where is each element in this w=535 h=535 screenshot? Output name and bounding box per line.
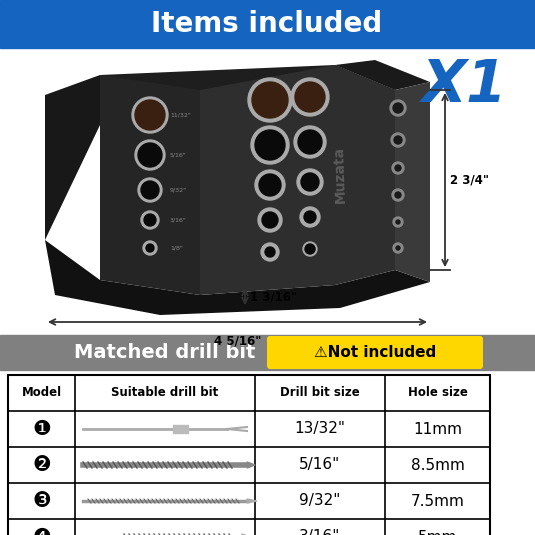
Polygon shape [100,75,200,295]
Bar [8,375,490,535]
Polygon shape [395,82,430,282]
Text: 11/32": 11/32" [170,112,191,118]
Text: Items included: Items included [151,10,383,38]
Polygon shape [45,240,430,315]
Polygon shape [247,499,257,503]
Circle shape [265,247,275,257]
Text: 11mm: 11mm [413,422,462,437]
Circle shape [395,192,401,198]
Circle shape [300,207,320,227]
Circle shape [396,220,400,224]
Text: 4 5/16": 4 5/16" [214,334,261,347]
Text: ❹: ❹ [32,527,51,535]
Circle shape [395,165,401,171]
Circle shape [396,246,400,250]
Text: Suitable drill bit: Suitable drill bit [111,386,219,400]
Text: ❷: ❷ [32,455,51,475]
Text: ⚠Not included: ⚠Not included [314,345,436,360]
Circle shape [138,143,162,167]
Text: 7.5mm: 7.5mm [410,493,464,508]
Polygon shape [45,75,155,240]
Polygon shape [335,60,430,90]
Circle shape [295,82,325,112]
Circle shape [135,100,165,130]
Text: 1/8": 1/8" [170,246,183,250]
Circle shape [255,130,285,160]
Circle shape [138,178,162,202]
Circle shape [390,100,406,116]
Text: 3/16": 3/16" [299,530,341,535]
Text: X1: X1 [422,57,508,113]
Circle shape [258,208,282,232]
Polygon shape [247,462,255,468]
Circle shape [143,241,157,255]
Text: 5/16": 5/16" [170,152,187,157]
Circle shape [393,217,403,227]
Circle shape [291,78,329,116]
Text: ❶: ❶ [32,419,51,439]
Circle shape [251,126,289,164]
Circle shape [255,170,285,200]
Bar [0,48,535,323]
Circle shape [393,243,403,253]
Circle shape [135,140,165,170]
Text: 3/16": 3/16" [170,218,187,223]
Text: ❸: ❸ [32,491,51,511]
Circle shape [303,242,317,256]
Circle shape [297,169,323,195]
Text: Drill bit size: Drill bit size [280,386,360,400]
Text: 13/32": 13/32" [294,422,346,437]
Circle shape [393,103,403,113]
Text: 2 3/4": 2 3/4" [450,173,489,187]
Circle shape [261,243,279,261]
Circle shape [394,136,402,144]
Text: 9/32": 9/32" [170,187,187,193]
Text: Model: Model [21,386,62,400]
Circle shape [141,211,159,229]
Circle shape [141,181,159,199]
Text: 5mm: 5mm [418,530,457,535]
Circle shape [248,78,292,122]
Circle shape [392,189,404,201]
Circle shape [262,212,278,228]
Circle shape [301,173,319,191]
Bar [0,335,535,370]
Polygon shape [100,65,395,100]
Text: Muzata: Muzata [332,146,348,204]
Circle shape [392,162,404,174]
Text: 5/16": 5/16" [300,457,341,472]
Circle shape [305,244,315,254]
Circle shape [146,244,154,252]
Circle shape [304,211,316,223]
Circle shape [132,97,168,133]
Polygon shape [242,534,250,535]
Circle shape [252,82,288,118]
Text: Hole size: Hole size [408,386,468,400]
Circle shape [259,174,281,196]
Text: 9/32": 9/32" [299,493,341,508]
Text: 8.5mm: 8.5mm [410,457,464,472]
FancyBboxPatch shape [267,336,483,369]
Bar [0,0,535,48]
Text: 1 3/16": 1 3/16" [250,290,297,303]
Text: Matched drill bit: Matched drill bit [74,343,256,362]
Circle shape [298,130,322,154]
Circle shape [391,133,405,147]
Circle shape [294,126,326,158]
Circle shape [144,214,156,226]
Polygon shape [200,65,395,295]
